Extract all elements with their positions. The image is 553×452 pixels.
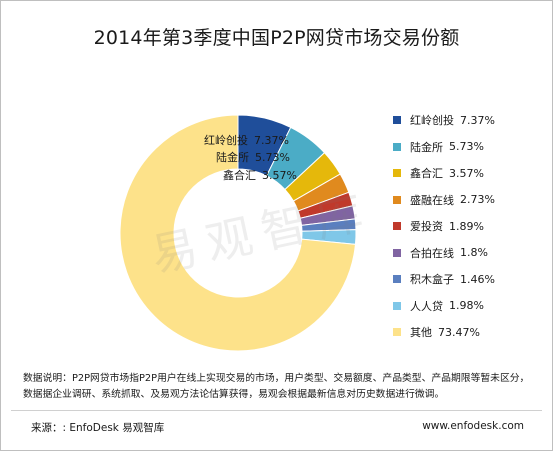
legend-value: 7.37% [460, 113, 495, 127]
source-text: 来源：: EnfoDesk 易观智库 [31, 422, 165, 434]
legend-item: 鑫合汇 3.57% [393, 160, 553, 187]
legend-label: 积木盒子 [410, 273, 454, 287]
footer-divider [11, 410, 542, 411]
legend-swatch [393, 301, 401, 310]
legend-label: 陆金所 [410, 140, 443, 154]
legend-item: 红岭创投 7.37% [393, 107, 553, 134]
legend-value: 2.73% [460, 193, 495, 207]
legend-swatch [393, 275, 401, 284]
legend-value: 5.73% [449, 140, 484, 154]
legend-value: 1.46% [460, 272, 495, 286]
legend-label: 人人贷 [410, 299, 443, 313]
chart-legend: 红岭创投 7.37% 陆金所 5.73% 鑫合汇 3.57% 盛融在线 2.73% 爱投资 1.8… [393, 107, 553, 346]
legend-swatch [393, 116, 401, 125]
legend-label: 爱投资 [410, 220, 443, 234]
legend-swatch [393, 195, 401, 204]
legend-swatch [393, 328, 401, 337]
legend-swatch [393, 142, 401, 151]
legend-label: 盛融在线 [410, 193, 454, 207]
legend-value: 1.98% [449, 299, 484, 313]
legend-value: 1.89% [449, 219, 484, 233]
legend-item: 其他 73.47% [393, 319, 553, 346]
website-link[interactable]: www.enfodesk.com [422, 420, 524, 432]
legend-label: 合拍在线 [410, 246, 454, 260]
legend-label: 鑫合汇 [410, 167, 443, 181]
legend-value: 1.8% [460, 246, 488, 260]
slice-label-3: 鑫合汇 3.57% [223, 168, 297, 182]
legend-item: 人人贷 1.98% [393, 293, 553, 320]
legend-item: 合拍在线 1.8% [393, 240, 553, 267]
legend-swatch [393, 248, 401, 257]
legend-item: 爱投资 1.89% [393, 213, 553, 240]
legend-item: 盛融在线 2.73% [393, 187, 553, 214]
legend-swatch [393, 222, 401, 231]
slice-9 [119, 114, 357, 352]
data-note: 数据说明：P2P网贷市场指P2P用户在线上实现交易的市场，用户类型、交易额度、产… [23, 373, 530, 400]
legend-item: 积木盒子 1.46% [393, 266, 553, 293]
slice-label-2: 陆金所 5.73% [216, 150, 290, 164]
legend-label: 其他 [410, 326, 432, 340]
legend-label: 红岭创投 [410, 114, 454, 128]
legend-value: 3.57% [449, 166, 484, 180]
slice-label-1: 红岭创投 7.37% [204, 133, 289, 147]
chart-title: 2014年第3季度中国P2P网贷市场交易份额 [93, 27, 460, 49]
legend-item: 陆金所 5.73% [393, 134, 553, 161]
legend-value: 73.47% [438, 325, 480, 339]
legend-swatch [393, 169, 401, 178]
